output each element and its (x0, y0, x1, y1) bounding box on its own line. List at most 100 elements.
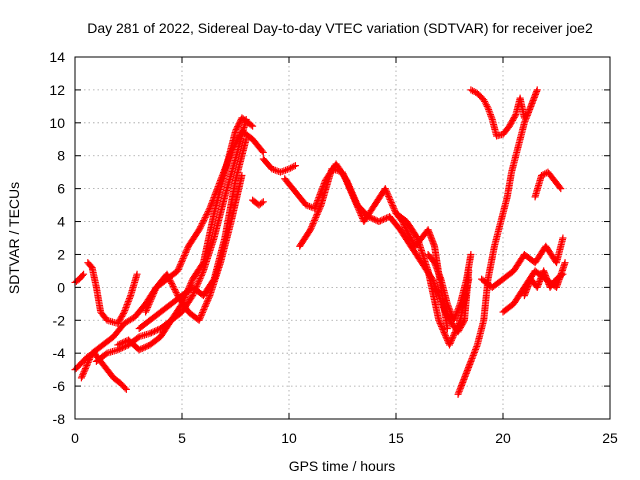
data-point-interp (351, 197, 359, 205)
data-point-interp (347, 188, 355, 196)
data-point-interp (196, 224, 204, 232)
data-point-interp (200, 305, 208, 313)
data-point-interp (202, 212, 210, 220)
data-point-interp (304, 202, 312, 210)
data-point-interp (314, 207, 322, 215)
data-point-interp (147, 329, 155, 337)
data-point (195, 316, 203, 324)
data-point-interp (154, 326, 162, 334)
data-point-interp (78, 271, 86, 279)
data-point-interp (488, 114, 496, 122)
data-point-interp (312, 213, 320, 221)
data-point-interp (164, 272, 172, 280)
data-point-interp (179, 255, 187, 263)
data-point-interp (273, 167, 281, 175)
data-point-interp (455, 319, 463, 327)
data-point-interp (197, 221, 205, 229)
data-point-interp (486, 111, 494, 119)
data-point-interp (469, 87, 477, 95)
data-point-interp (180, 253, 188, 261)
data-point-interp (349, 191, 357, 199)
data-point (285, 165, 293, 173)
data-point (339, 168, 346, 176)
data-point-interp (171, 287, 179, 295)
data-point-interp (351, 196, 359, 204)
data-point-interp (290, 162, 298, 170)
data-point-interp (511, 112, 519, 120)
series-track-n (424, 250, 475, 324)
data-point-interp (120, 338, 128, 346)
data-point-interp (452, 326, 460, 334)
series-track-p (454, 86, 541, 398)
data-point-interp (81, 366, 89, 374)
data-point-interp (376, 217, 384, 225)
data-point-interp (200, 215, 208, 223)
data-point-interp (307, 224, 315, 232)
data-point-interp (199, 260, 207, 268)
data-point-interp (178, 256, 186, 264)
x-tick-label: 25 (602, 430, 618, 446)
data-point-interp (197, 312, 205, 320)
data-point-interp (81, 365, 89, 373)
data-point-interp (150, 290, 158, 298)
data-point-interp (197, 223, 205, 231)
data-point-interp (85, 357, 93, 365)
data-point-interp (146, 297, 154, 305)
data-point-interp (79, 369, 87, 377)
data-point-interp (436, 319, 444, 327)
x-tick-label: 20 (495, 430, 511, 446)
data-point (146, 329, 154, 337)
data-point-interp (202, 299, 210, 307)
data-point-interp (172, 289, 180, 297)
data-point (561, 259, 569, 267)
data-point-interp (383, 188, 391, 196)
data-point-interp (198, 310, 206, 318)
data-point-interp (382, 186, 390, 194)
y-tick-label: 4 (57, 214, 65, 230)
y-tick-label: 10 (49, 115, 65, 131)
data-point-interp (308, 223, 316, 231)
data-point-interp (167, 278, 175, 286)
data-point-interp (539, 171, 547, 179)
data-points (71, 86, 569, 398)
data-point-interp (556, 183, 564, 191)
data-point-interp (353, 201, 361, 209)
data-point (533, 86, 541, 94)
data-point-interp (486, 109, 494, 117)
data-point-interp (310, 218, 318, 226)
data-point-interp (147, 296, 155, 304)
data-point-interp (146, 299, 154, 307)
data-point-interp (440, 329, 448, 337)
data-point-interp (309, 220, 317, 228)
data-point-interp (454, 321, 462, 329)
data-point-interp (169, 282, 177, 290)
data-point-interp (435, 318, 443, 326)
data-point (135, 346, 143, 354)
y-tick-label: -6 (53, 378, 66, 394)
data-point (259, 148, 267, 156)
data-point-interp (343, 177, 351, 185)
data-point-interp (439, 326, 447, 334)
data-point-interp (346, 185, 354, 193)
data-point-interp (437, 321, 445, 329)
data-point (446, 341, 453, 349)
data-point (195, 226, 203, 234)
data-point-interp (182, 247, 190, 255)
data-point-interp (171, 285, 179, 293)
data-point-interp (386, 195, 394, 203)
data-point-interp (270, 166, 278, 174)
data-point-interp (310, 217, 318, 225)
data-point-interp (152, 327, 160, 335)
data-point-interp (385, 192, 393, 200)
data-point-interp (177, 259, 185, 267)
data-point-interp (390, 205, 398, 213)
data-point-interp (204, 207, 212, 215)
data-point-interp (354, 204, 362, 212)
series-track-h (142, 171, 246, 324)
data-point-interp (391, 206, 399, 214)
data-point (435, 316, 443, 324)
data-point (174, 267, 182, 275)
data-point-interp (194, 279, 202, 287)
data-point-interp (196, 313, 204, 321)
data-point-interp (137, 345, 145, 353)
